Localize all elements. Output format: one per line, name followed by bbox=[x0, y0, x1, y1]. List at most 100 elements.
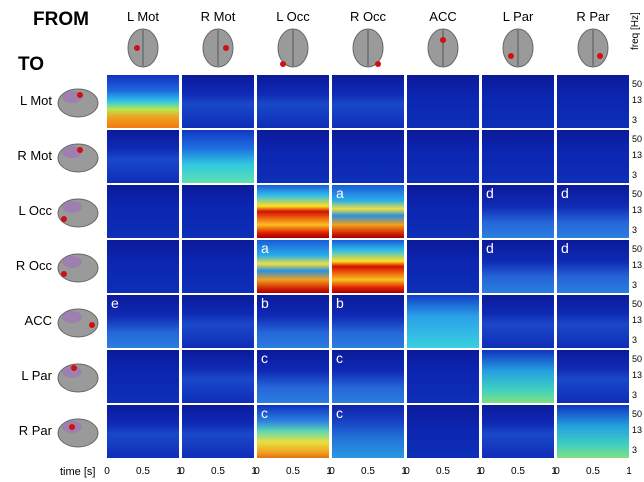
spectrogram-panel bbox=[407, 75, 479, 128]
row-label: R Par bbox=[18, 423, 52, 438]
column-label: R Occ bbox=[349, 9, 387, 24]
freq-tick-label: 3 bbox=[632, 115, 638, 125]
spectrogram-panel bbox=[332, 240, 404, 293]
spectrogram-panel bbox=[257, 130, 329, 183]
column-label: ACC bbox=[429, 9, 457, 24]
to-label: TO bbox=[18, 54, 45, 75]
freq-tick-label: 13 bbox=[632, 315, 643, 325]
spectrogram-panel: d bbox=[557, 185, 629, 238]
freq-tick-label: 50 bbox=[632, 79, 643, 89]
time-tick-label: 0.5 bbox=[511, 466, 525, 477]
panel-letter: b bbox=[261, 295, 269, 311]
panel-letter: c bbox=[261, 350, 268, 366]
brain-area bbox=[62, 256, 82, 268]
spectrogram-panel bbox=[482, 350, 554, 403]
panel-letter: e bbox=[111, 295, 119, 311]
spectrogram-panel bbox=[482, 405, 554, 458]
time-tick-label: 1 bbox=[551, 466, 557, 477]
spectrogram-panel bbox=[182, 405, 254, 458]
spectrogram-panel: b bbox=[332, 295, 404, 348]
time-tick-label: 0 bbox=[404, 466, 410, 477]
spectrogram-panel bbox=[557, 405, 629, 458]
spectrogram-panel: e bbox=[107, 295, 179, 348]
spectrogram-panel: c bbox=[257, 405, 329, 458]
spectrogram-panel bbox=[182, 295, 254, 348]
column-label: R Mot bbox=[200, 9, 236, 24]
freq-tick-label: 50 bbox=[632, 354, 643, 364]
spectrogram-panel: b bbox=[257, 295, 329, 348]
freq-tick-label: 3 bbox=[632, 445, 638, 455]
target-dot bbox=[61, 216, 67, 222]
spectrogram-panel: c bbox=[257, 350, 329, 403]
spectrogram-panel: a bbox=[332, 185, 404, 238]
spectrogram-panel bbox=[182, 75, 254, 128]
spectrogram-panel: c bbox=[332, 350, 404, 403]
spectrogram-panel bbox=[107, 405, 179, 458]
panel-letter: d bbox=[486, 240, 494, 256]
target-dot bbox=[77, 147, 83, 153]
spectrogram-panel bbox=[407, 295, 479, 348]
row-label: L Mot bbox=[19, 93, 52, 108]
time-tick-label: 1 bbox=[251, 466, 257, 477]
spectrogram-panel bbox=[482, 295, 554, 348]
row-label: R Mot bbox=[17, 148, 52, 163]
spectrogram-panel bbox=[182, 185, 254, 238]
time-tick-label: 1 bbox=[401, 466, 407, 477]
time-tick-label: 1 bbox=[626, 466, 632, 477]
spectrogram-panel bbox=[107, 75, 179, 128]
spectrogram-panel bbox=[407, 405, 479, 458]
spectrogram-panel bbox=[557, 130, 629, 183]
spectrogram-panel bbox=[407, 240, 479, 293]
row-label: ACC bbox=[24, 313, 52, 328]
target-dot bbox=[61, 271, 67, 277]
time-tick-label: 1 bbox=[326, 466, 332, 477]
panel-letter: d bbox=[561, 240, 569, 256]
source-dot bbox=[280, 61, 286, 67]
time-tick-label: 0 bbox=[554, 466, 560, 477]
target-dot bbox=[77, 92, 83, 98]
freq-tick-label: 13 bbox=[632, 370, 643, 380]
spectrogram-panel bbox=[257, 185, 329, 238]
freq-tick-label: 3 bbox=[632, 390, 638, 400]
spectrogram-panel bbox=[332, 130, 404, 183]
time-tick-label: 1 bbox=[476, 466, 482, 477]
freq-tick-label: 3 bbox=[632, 280, 638, 290]
time-tick-label: 0 bbox=[104, 466, 110, 477]
spectrogram-panel bbox=[182, 350, 254, 403]
column-label: R Par bbox=[576, 9, 610, 24]
freq-tick-label: 50 bbox=[632, 299, 643, 309]
panel-letter: d bbox=[486, 185, 494, 201]
spectrogram-panel bbox=[407, 185, 479, 238]
time-tick-label: 0.5 bbox=[211, 466, 225, 477]
spectrogram-panel: d bbox=[557, 240, 629, 293]
column-label: L Occ bbox=[276, 9, 310, 24]
panel-letter: b bbox=[336, 295, 344, 311]
spectrogram-panel: a bbox=[257, 240, 329, 293]
target-dot bbox=[69, 424, 75, 430]
spectrogram-panel bbox=[257, 75, 329, 128]
spectrogram-panel bbox=[107, 185, 179, 238]
freq-tick-label: 50 bbox=[632, 134, 643, 144]
time-tick-label: 0 bbox=[179, 466, 185, 477]
freq-tick-label: 50 bbox=[632, 409, 643, 419]
time-tick-label: 0.5 bbox=[136, 466, 150, 477]
time-tick-label: 0.5 bbox=[586, 466, 600, 477]
target-dot bbox=[71, 365, 77, 371]
panel-letter: c bbox=[336, 405, 343, 421]
time-tick-label: 0 bbox=[254, 466, 260, 477]
brain-area bbox=[62, 366, 82, 378]
target-dot bbox=[89, 322, 95, 328]
time-tick-label: 1 bbox=[176, 466, 182, 477]
freq-tick-label: 13 bbox=[632, 205, 643, 215]
time-tick-label: 0.5 bbox=[436, 466, 450, 477]
freq-tick-label: 50 bbox=[632, 189, 643, 199]
brain-area bbox=[62, 146, 82, 158]
source-dot bbox=[440, 37, 446, 43]
source-dot bbox=[508, 53, 514, 59]
panel-letter: c bbox=[336, 350, 343, 366]
time-tick-label: 0 bbox=[479, 466, 485, 477]
freq-tick-label: 13 bbox=[632, 95, 643, 105]
spectrogram-panel bbox=[332, 75, 404, 128]
